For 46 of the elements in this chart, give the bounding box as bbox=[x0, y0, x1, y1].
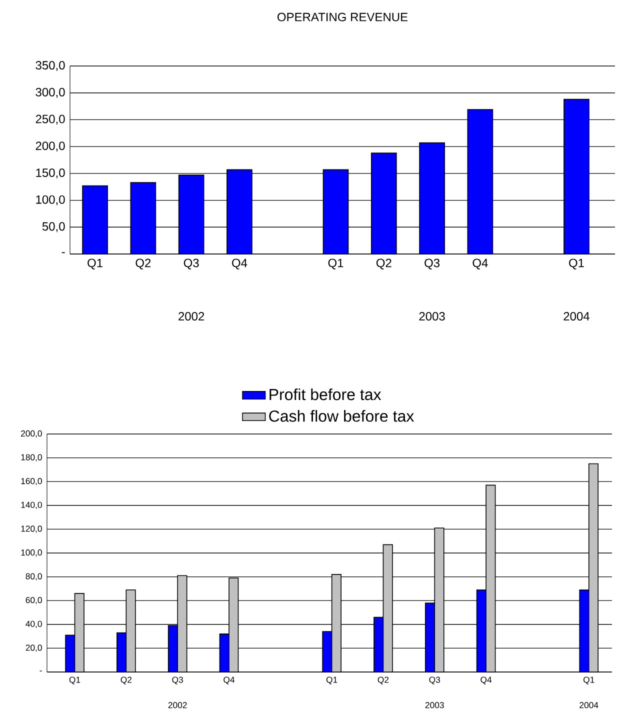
y-tick-label: 300,0 bbox=[36, 88, 65, 98]
x-tick-label: Q1 bbox=[583, 676, 594, 684]
y-tick-label: 20,0 bbox=[26, 644, 42, 652]
y-tick-label: 160,0 bbox=[21, 478, 42, 486]
x-tick-label: Q4 bbox=[472, 258, 488, 270]
y-tick-label: 200,0 bbox=[21, 430, 42, 438]
y-tick-label: 100,0 bbox=[36, 195, 65, 206]
text: 2004 bbox=[580, 702, 598, 708]
x-tick-label: Q1 bbox=[326, 676, 338, 684]
y-tick-label: - bbox=[62, 252, 65, 254]
text: 2002 bbox=[168, 702, 187, 708]
y-tick-label: 40,0 bbox=[26, 620, 42, 628]
x-tick-label: Q2 bbox=[120, 676, 132, 684]
y-tick-label: 250,0 bbox=[36, 114, 65, 125]
x-tick-label: Q1 bbox=[69, 676, 80, 684]
text: 2004 bbox=[564, 312, 590, 321]
y-tick-label: 200,0 bbox=[36, 142, 65, 152]
x-tick-label: Q1 bbox=[569, 258, 584, 270]
y-tick-label: 80,0 bbox=[26, 573, 42, 580]
y-tick-label: 140,0 bbox=[21, 502, 42, 509]
y-tick-label: - bbox=[40, 670, 42, 672]
x-tick-label: Q3 bbox=[424, 258, 440, 270]
y-tick-label: 50,0 bbox=[42, 222, 65, 232]
x-tick-label: Q4 bbox=[480, 676, 492, 684]
x-tick-label: Q4 bbox=[224, 676, 235, 684]
x-tick-label: Q1 bbox=[328, 258, 344, 270]
text: 2003 bbox=[419, 312, 445, 321]
text: 2003 bbox=[425, 702, 444, 708]
y-tick-label: 180,0 bbox=[21, 454, 42, 462]
x-tick-label: Q2 bbox=[376, 258, 392, 270]
chart-title: OPERATING REVENUE bbox=[277, 12, 408, 22]
legend-label: Profit before tax bbox=[270, 388, 382, 400]
x-tick-label: Q3 bbox=[172, 676, 183, 684]
y-tick-label: 100,0 bbox=[21, 549, 42, 557]
x-tick-label: Q2 bbox=[136, 258, 151, 270]
y-tick-label: 350,0 bbox=[36, 61, 65, 71]
y-tick-label: 60,0 bbox=[26, 597, 42, 604]
y-tick-label: 120,0 bbox=[21, 526, 42, 533]
text: 2002 bbox=[178, 312, 204, 321]
x-tick-label: Q3 bbox=[184, 258, 199, 270]
legend-label: Cash flow before tax bbox=[269, 410, 414, 422]
x-tick-label: Q3 bbox=[429, 676, 440, 684]
x-tick-label: Q4 bbox=[232, 258, 248, 270]
x-tick-label: Q1 bbox=[88, 258, 102, 270]
x-tick-label: Q2 bbox=[378, 676, 389, 684]
y-tick-label: 150,0 bbox=[36, 168, 65, 178]
